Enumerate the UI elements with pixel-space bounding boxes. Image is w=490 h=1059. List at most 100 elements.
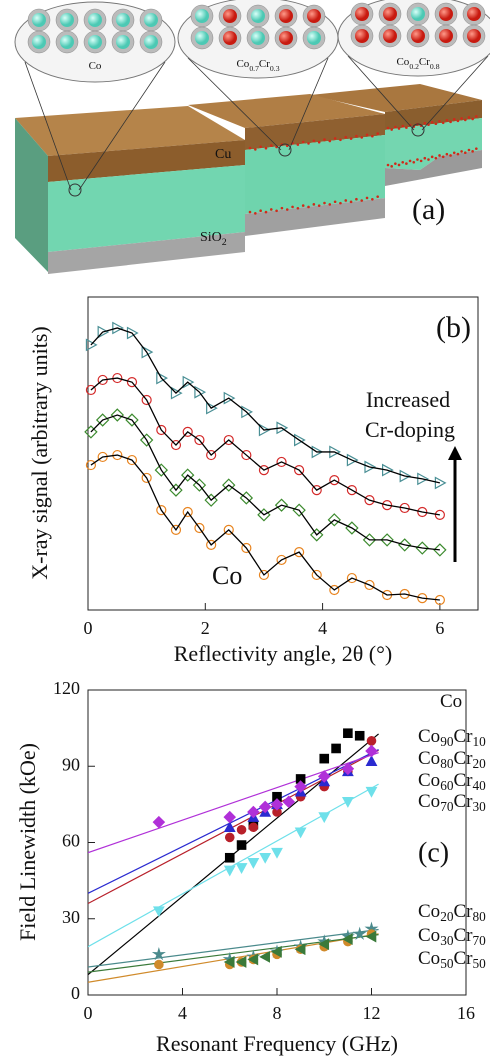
callout-line [421,55,489,131]
dopant [475,147,478,150]
y-axis-label: Field Linewidth (kOe) [15,743,40,941]
dopant [269,208,273,211]
dopant [438,154,441,157]
marker [247,858,260,869]
dopant [312,139,316,143]
x-tick-label: 0 [84,1003,93,1023]
dopant [248,210,252,214]
marker [434,476,447,490]
dopant [405,162,408,165]
dopant [328,203,332,206]
marker [331,743,341,754]
marker [311,569,322,581]
fit-line [88,749,379,905]
marker [399,502,410,514]
dopant [441,121,445,125]
inset-label: Co [89,60,102,72]
legend-entry: Co50Cr50 [418,948,486,971]
dopant [349,200,353,204]
dopant [307,142,310,145]
atom [411,7,425,21]
legend-entry: Co60Cr40 [418,770,486,793]
marker [139,433,154,447]
panel-a: Co Co0.7Cr0.3 Co0.2Cr0.8 Cu SiO2 (a) [0,0,490,278]
dopant [423,121,427,125]
atom [32,13,46,27]
inset-label: Co0.7Cr0.3 [236,58,279,73]
dopant [344,199,348,202]
substrate [48,232,245,274]
dopant [365,196,369,200]
marker [85,338,98,352]
marker [112,321,124,335]
marker [329,584,340,596]
dopant [323,201,326,205]
fit-line [90,414,440,551]
dopant [445,152,449,156]
dopant [441,155,445,159]
marker [364,579,375,591]
marker [169,483,183,497]
marker [141,394,152,406]
atom [223,31,237,45]
dopant [296,143,300,146]
marker [276,554,287,566]
dopant [390,128,393,131]
dopant [333,137,337,140]
cu-front [245,114,385,150]
dopant [427,158,430,161]
panel-label: (a) [412,193,445,226]
marker [341,933,353,945]
atom [116,13,130,27]
marker [294,943,306,956]
dopant [430,120,434,124]
marker [365,744,378,758]
marker [141,345,154,359]
marker [236,824,247,835]
marker [154,463,169,477]
atom [467,7,481,21]
y-tick-label: 90 [62,754,80,774]
marker [194,522,205,534]
fit-line [90,327,441,484]
layer-label: SiO2 [200,230,227,248]
marker [206,449,217,461]
marker [223,434,234,446]
marker [311,485,322,496]
dopant [344,135,348,139]
legend-entry: Co30Cr70 [418,925,486,948]
legend-entry: Co20Cr80 [418,901,486,924]
x-tick-label: 8 [273,1003,282,1023]
layer-label: Cu [215,147,231,162]
dopant [259,209,262,213]
cu-top [15,106,245,156]
atom [223,9,237,23]
marker [380,533,394,547]
marker [270,945,282,958]
dopant [386,163,390,167]
marker [223,391,236,405]
dopant [349,137,353,140]
dopant [397,127,401,130]
dopant [460,117,463,120]
marker [156,424,167,436]
atom [439,7,453,21]
dopant-rows [248,115,478,215]
dopant [264,210,268,214]
dopant [471,150,474,153]
x-tick-label: 4 [178,1003,187,1023]
substrate [245,198,385,236]
marker [318,938,330,951]
atom [355,7,369,21]
marker [327,513,342,527]
marker [415,541,429,555]
dopant [339,138,342,142]
dopant [360,199,364,202]
marker [235,863,248,874]
dopant [376,132,379,135]
dopant [333,200,337,204]
panel-b: (b) Increased Cr-doping Co Reflectivity … [27,296,479,666]
marker [152,906,165,918]
marker [182,426,193,438]
marker [365,930,377,943]
